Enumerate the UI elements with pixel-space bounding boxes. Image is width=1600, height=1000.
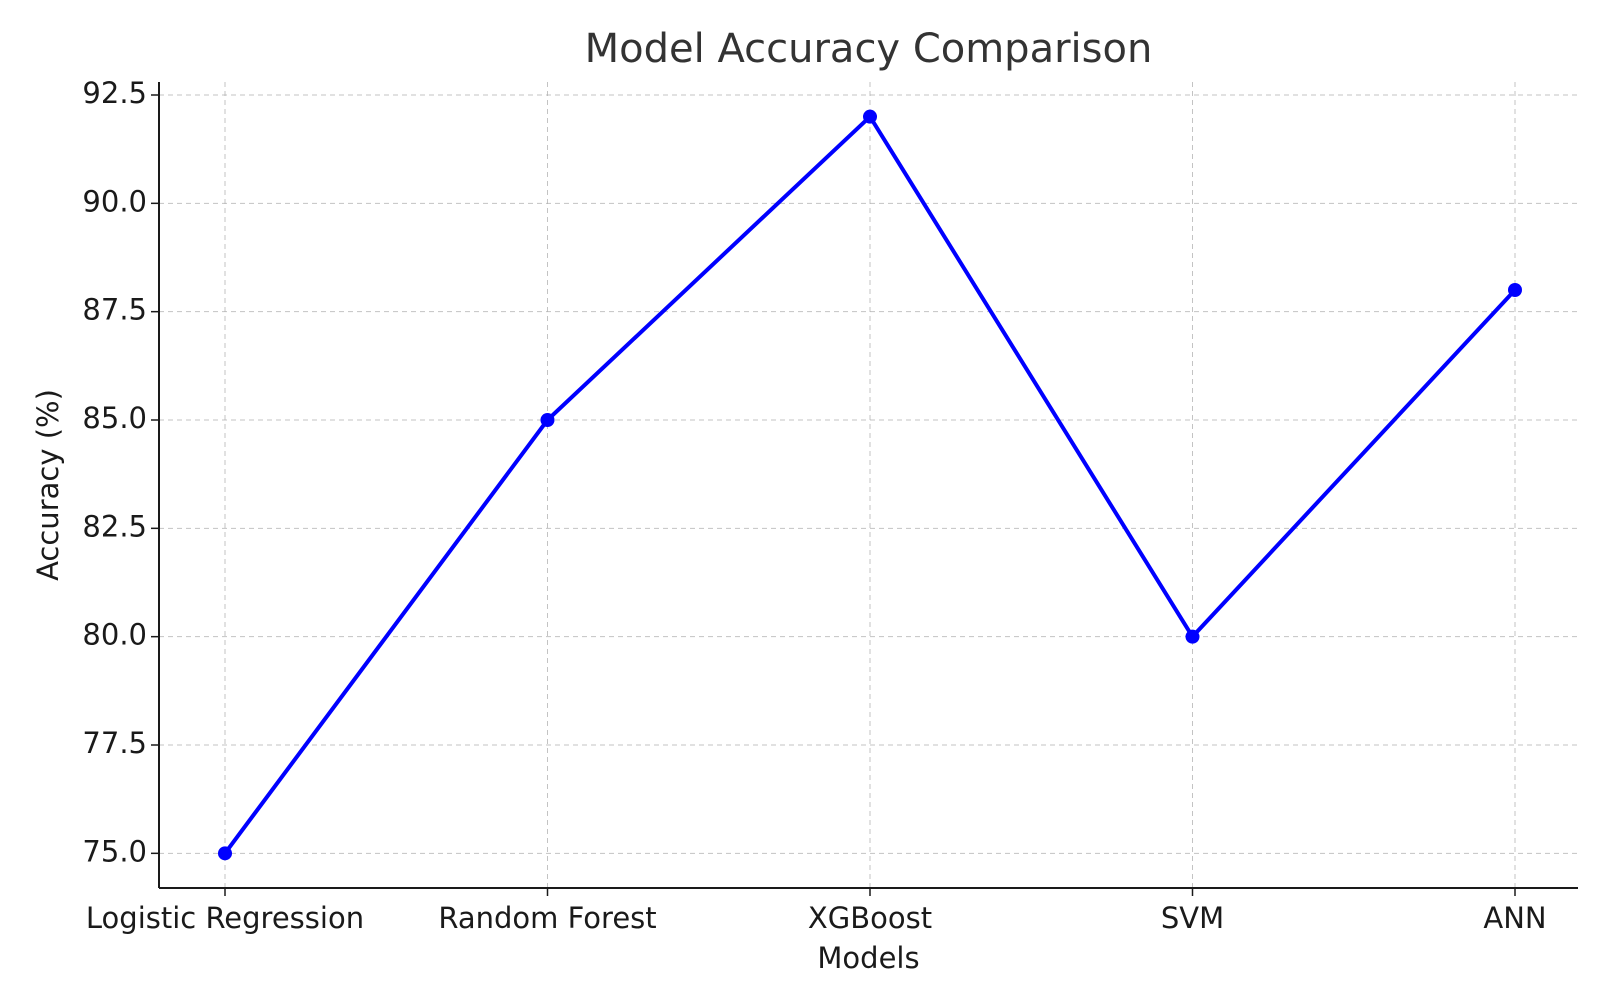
series (218, 109, 1522, 861)
y-tick-label: 90.0 (82, 184, 147, 218)
x-tick-label: ANN (1483, 901, 1546, 935)
data-point (218, 846, 232, 861)
y-tick-label: 92.5 (82, 76, 147, 110)
data-point (1508, 283, 1522, 297)
y-tick-label: 87.5 (82, 293, 147, 327)
x-tick-label: SVM (1161, 901, 1224, 935)
x-tick-label: Logistic Regression (86, 901, 364, 935)
grid (159, 82, 1578, 888)
y-tick-label: 85.0 (82, 401, 147, 435)
y-axis-title: Accuracy (%) (31, 389, 65, 581)
axes (158, 82, 1578, 889)
y-tick-label: 80.0 (82, 618, 147, 652)
x-axis-title: Models (817, 941, 919, 975)
chart-title: Model Accuracy Comparison (585, 26, 1153, 72)
ticks: 75.0 77.5 80.0 82.5 85.0 87.5 90.0 92.5 Logistic… (82, 76, 1546, 935)
y-tick-label: 75.0 (82, 834, 147, 868)
x-tick-label: Random Forest (438, 901, 656, 935)
data-point (1185, 629, 1200, 644)
data-point (863, 109, 877, 124)
data-point (540, 413, 555, 427)
y-tick-label: 77.5 (82, 726, 147, 760)
y-tick-label: 82.5 (82, 509, 147, 543)
x-tick-label: XGBoost (808, 901, 932, 935)
